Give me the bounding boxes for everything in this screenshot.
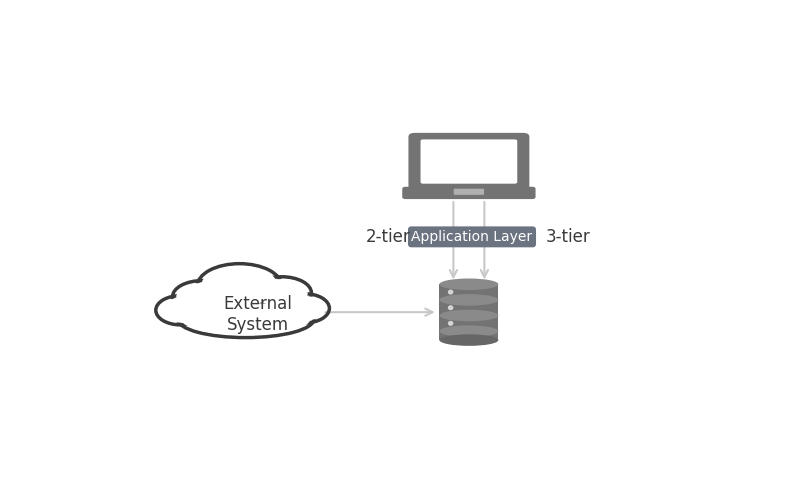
Ellipse shape (439, 334, 498, 346)
Bar (439, 284, 498, 340)
Ellipse shape (280, 294, 330, 323)
Ellipse shape (283, 296, 326, 320)
Text: 2-tier: 2-tier (366, 228, 410, 246)
Ellipse shape (439, 294, 498, 306)
Text: Application Layer: Application Layer (411, 230, 533, 244)
Ellipse shape (182, 303, 310, 336)
Ellipse shape (448, 290, 454, 294)
FancyBboxPatch shape (421, 140, 518, 184)
Ellipse shape (176, 283, 228, 310)
Ellipse shape (198, 264, 282, 308)
Ellipse shape (173, 280, 232, 313)
Text: External
System: External System (224, 294, 293, 334)
Ellipse shape (448, 321, 454, 326)
FancyBboxPatch shape (402, 187, 535, 199)
Text: 3-tier: 3-tier (546, 228, 590, 246)
Ellipse shape (156, 296, 206, 325)
Ellipse shape (256, 279, 308, 307)
FancyBboxPatch shape (454, 188, 484, 195)
Ellipse shape (439, 278, 498, 290)
Ellipse shape (252, 277, 311, 309)
Ellipse shape (439, 310, 498, 322)
FancyBboxPatch shape (409, 133, 530, 192)
Ellipse shape (439, 326, 498, 337)
Ellipse shape (178, 300, 314, 338)
Ellipse shape (201, 266, 278, 306)
Ellipse shape (448, 305, 454, 310)
Ellipse shape (159, 298, 202, 322)
